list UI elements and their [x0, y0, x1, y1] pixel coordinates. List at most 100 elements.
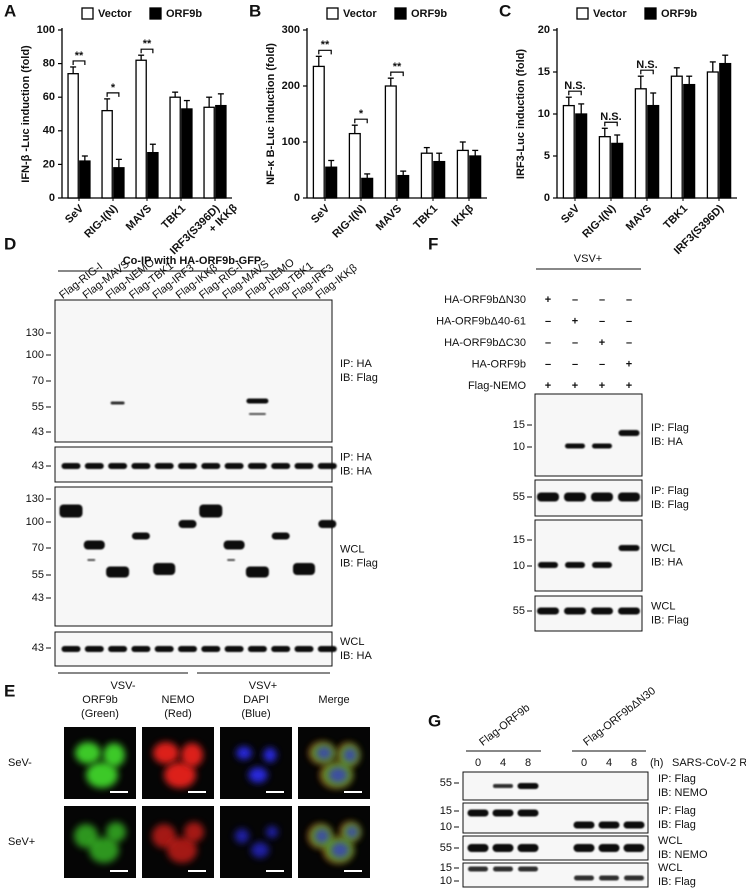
y-tick-label: 0	[294, 192, 300, 204]
panel-letter: D	[4, 234, 16, 253]
bar	[456, 149, 469, 199]
x-tick-label: TBK1	[159, 203, 188, 232]
cell-signal	[184, 822, 204, 842]
blot-label: IP: Flag	[658, 773, 696, 785]
blot-label: WCL	[651, 600, 675, 612]
blot-label: IB: HA	[651, 556, 683, 568]
x-tick-label: MAVS	[374, 203, 404, 233]
bar	[361, 177, 374, 199]
y-axis-label: NF-κ B-Luc induction (fold)	[265, 43, 277, 185]
group-label: Flag-ORF9b	[477, 702, 532, 749]
band	[224, 646, 244, 652]
significance-label: **	[75, 50, 84, 62]
panel-letter: B	[249, 1, 261, 20]
x-tick-label: TBK1	[411, 203, 440, 232]
mw-marker: 55	[440, 842, 452, 854]
band	[271, 463, 291, 469]
sign: –	[572, 294, 578, 306]
significance-bracket	[354, 118, 368, 124]
sign: –	[626, 315, 632, 327]
band	[317, 463, 337, 469]
micrograph	[220, 727, 292, 799]
band	[623, 844, 645, 852]
cell-signal	[328, 767, 348, 783]
bar	[397, 174, 410, 199]
y-tick-label: 20	[538, 24, 550, 36]
sign: –	[572, 358, 578, 370]
sign: –	[599, 315, 605, 327]
band	[317, 646, 337, 652]
band	[245, 566, 269, 578]
mw-marker: 15	[440, 805, 452, 817]
bar	[79, 160, 91, 199]
cell-signal	[251, 842, 269, 858]
mw-marker: 43	[32, 592, 44, 604]
significance-label: **	[393, 61, 402, 73]
cell-signal	[316, 746, 332, 760]
band	[271, 532, 290, 540]
bar	[348, 132, 361, 199]
legend-swatch	[81, 7, 94, 20]
x-tick-label: MAVS	[124, 203, 154, 233]
blot-label: IB: NEMO	[658, 849, 708, 861]
band	[199, 504, 223, 518]
y-tick-label: 80	[43, 58, 55, 70]
blot-label: IP: Flag	[658, 805, 696, 817]
cell-signal	[89, 837, 119, 863]
band	[294, 646, 314, 652]
band	[131, 463, 151, 469]
blot-label: IB: Flag	[340, 557, 378, 569]
sign: +	[545, 294, 551, 306]
band	[618, 607, 640, 615]
y-axis-label: IFN-β -Luc induction (fold)	[20, 45, 32, 183]
panel-letter: C	[499, 1, 511, 20]
band	[517, 783, 539, 789]
band	[591, 492, 613, 502]
bar	[433, 160, 446, 199]
blot-label: IB: Flag	[658, 876, 696, 888]
blot-label: IP: Flag	[651, 422, 689, 434]
column-header: (Blue)	[241, 708, 270, 720]
band	[618, 492, 640, 502]
blot-label: IB: Flag	[340, 372, 378, 384]
sign: –	[599, 294, 605, 306]
mw-marker: 10	[440, 821, 452, 833]
row-label: SeV+	[8, 836, 35, 848]
column-header: ORF9b	[82, 694, 117, 706]
band	[131, 646, 151, 652]
bar	[113, 167, 125, 199]
significance-label: N.S.	[600, 111, 621, 123]
band	[106, 566, 130, 578]
legend-label: Vector	[98, 8, 132, 20]
cell-signal	[152, 824, 176, 848]
mw-marker: 10	[440, 875, 452, 887]
row-label: HA-ORF9bΔ40-61	[436, 315, 526, 327]
column-header: (Green)	[81, 708, 119, 720]
column-header: (Red)	[164, 708, 192, 720]
band	[599, 875, 619, 881]
mw-marker: 130	[26, 327, 44, 339]
band	[467, 844, 489, 852]
blot-label: WCL	[340, 543, 364, 555]
y-tick-label: 300	[282, 24, 300, 36]
time-unit: (h)	[650, 757, 663, 769]
column-header: Merge	[318, 694, 349, 706]
blot	[462, 835, 649, 861]
band	[61, 463, 81, 469]
legend-swatch	[576, 7, 589, 20]
y-tick-label: 10	[538, 108, 550, 120]
y-tick-label: 200	[282, 80, 300, 92]
band	[565, 562, 585, 568]
band	[624, 875, 644, 881]
cell-signal	[86, 762, 118, 788]
column-header: DAPI	[243, 694, 269, 706]
band	[574, 875, 594, 881]
panel-letter: F	[428, 234, 438, 253]
x-tick-label: SeV	[559, 202, 583, 226]
significance-label: **	[143, 38, 152, 50]
band	[83, 540, 105, 550]
bar	[469, 155, 482, 199]
band	[592, 443, 612, 449]
y-tick-label: 60	[43, 91, 55, 103]
blot	[462, 802, 649, 834]
